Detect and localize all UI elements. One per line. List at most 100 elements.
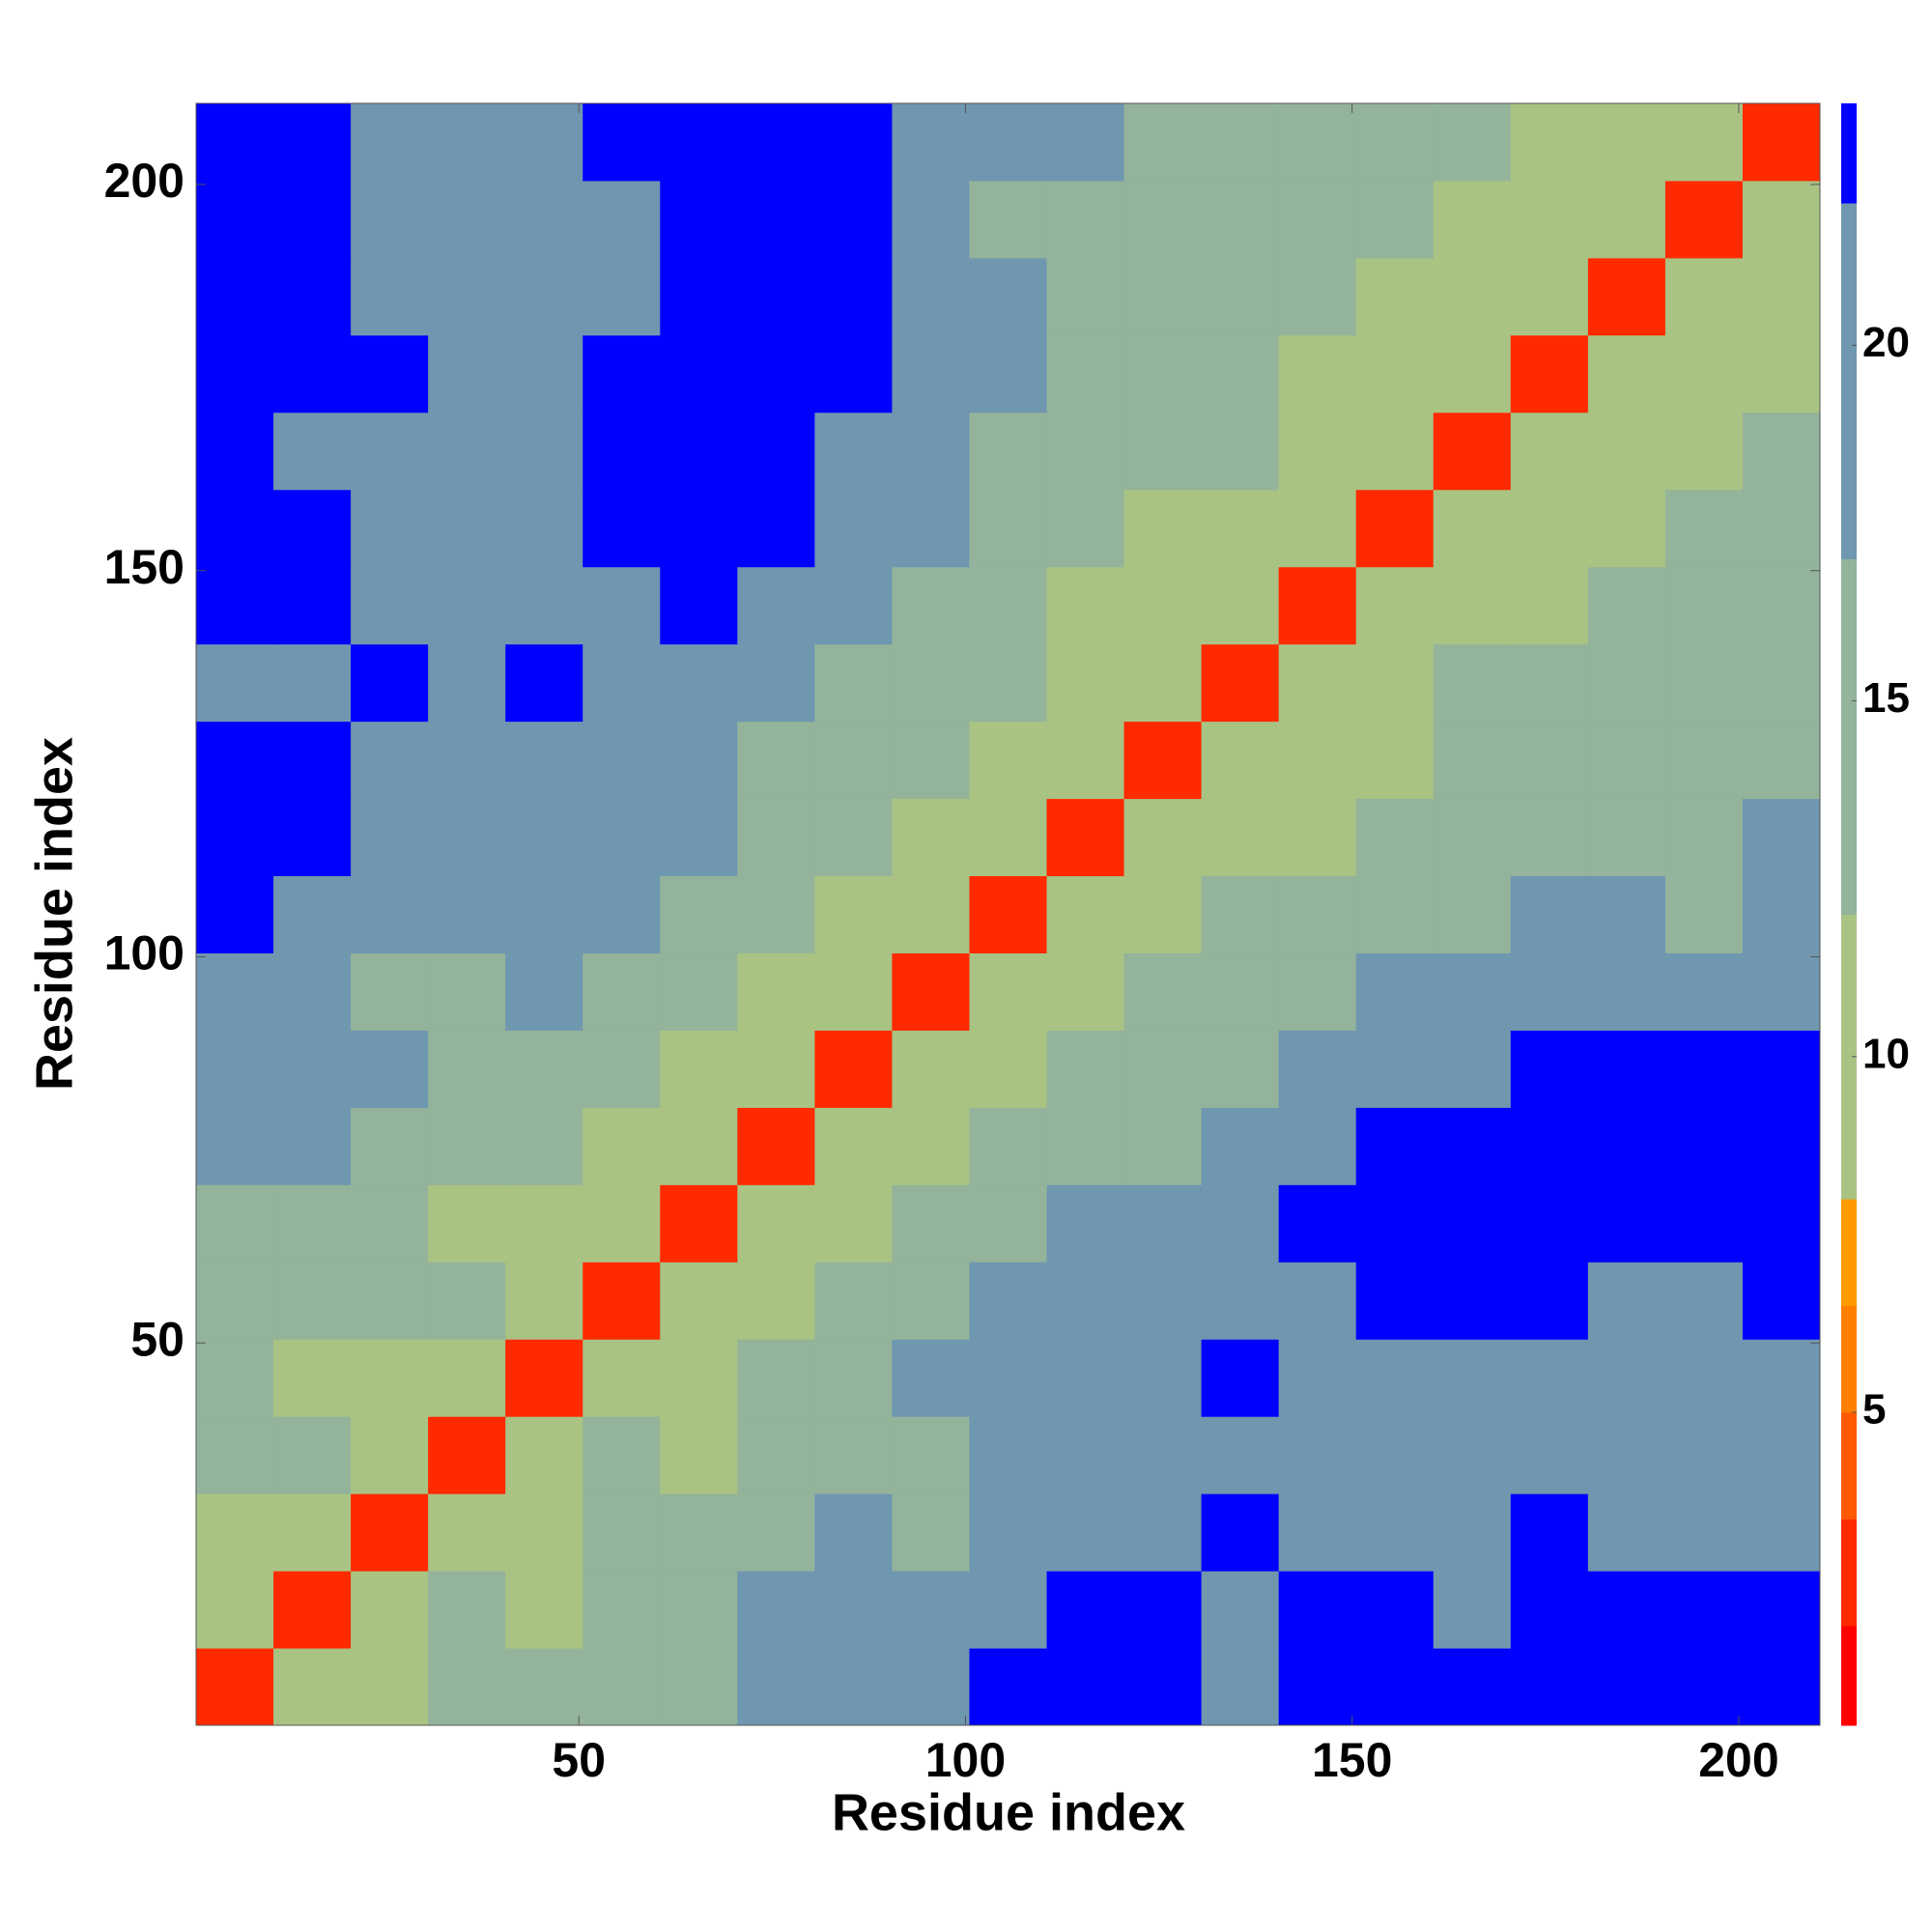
heat-cell: [505, 1648, 583, 1726]
heat-cell: [1123, 334, 1203, 413]
heat-cell: [660, 103, 738, 182]
heat-cell: [196, 1030, 274, 1108]
y-tick-label: 150: [104, 540, 185, 594]
heat-cell: [582, 489, 661, 568]
heat-cell: [582, 1030, 661, 1108]
heat-cell: [351, 1107, 429, 1185]
heat-cell: [428, 1107, 506, 1185]
heat-cell: [1123, 1184, 1203, 1263]
heat-cell: [1355, 1416, 1435, 1494]
heat-cell: [969, 1416, 1048, 1494]
heat-cell: [1046, 952, 1125, 1031]
heat-cell: [814, 489, 893, 568]
heat-cell: [1278, 1262, 1357, 1340]
heat-cell: [1742, 798, 1821, 877]
heat-cell: [969, 1339, 1048, 1417]
heat-cell: [1355, 180, 1435, 259]
heat-cell: [660, 952, 738, 1031]
heat-cell: [969, 1107, 1048, 1185]
heat-cell: [1123, 1648, 1203, 1726]
heat-cell: [1278, 1030, 1357, 1108]
heat-cell: [1587, 1030, 1666, 1108]
heat-cell: [1587, 180, 1666, 259]
heat-cell: [1355, 643, 1435, 723]
heat-cell: [273, 489, 352, 568]
heat-cell: [351, 1339, 429, 1417]
y-axis-title: Residue index: [25, 737, 83, 1091]
heat-cell: [1278, 1339, 1357, 1417]
colorbar-segment: [1841, 1199, 1857, 1307]
heat-cell: [1201, 489, 1280, 568]
heat-cell: [1201, 1416, 1280, 1494]
heat-cell: [814, 566, 893, 645]
heat-cell: [1510, 489, 1589, 568]
heat-cell: [1742, 566, 1821, 645]
heat-cell: [1433, 1107, 1512, 1185]
heat-cell: [1433, 566, 1512, 645]
heat-cell: [892, 1339, 970, 1417]
heat-cell: [196, 489, 274, 568]
heat-cell: [737, 1339, 815, 1417]
heat-cell: [737, 1262, 815, 1340]
colorbar-tick-label: 20: [1862, 319, 1910, 366]
heat-cell: [1123, 412, 1203, 491]
heat-cell: [505, 721, 583, 800]
heat-cell: [1046, 1648, 1125, 1726]
heat-cell: [1587, 489, 1666, 568]
heat-cell: [505, 1416, 583, 1494]
heat-cell: [1587, 103, 1666, 182]
heat-cell: [1201, 1571, 1280, 1649]
heat-cell: [737, 1184, 815, 1263]
heat-cell: [505, 1262, 583, 1340]
heat-cell: [1355, 952, 1435, 1031]
heat-cell: [428, 952, 506, 1031]
heat-cell: [1433, 180, 1512, 259]
heat-cell: [1587, 566, 1666, 645]
heat-cell: [1355, 489, 1435, 568]
heat-cell: [737, 566, 815, 645]
heat-cell: [1046, 1416, 1125, 1494]
heat-cell: [892, 1030, 970, 1108]
heat-cell: [428, 643, 506, 723]
heat-cell: [1664, 1339, 1744, 1417]
heat-cell: [428, 334, 506, 413]
heat-cell: [892, 566, 970, 645]
heat-cell: [196, 566, 274, 645]
heat-cell: [1201, 180, 1280, 259]
heat-cell: [1742, 1107, 1821, 1185]
heat-cell: [428, 412, 506, 491]
heat-cell: [1278, 875, 1357, 953]
heat-cell: [1664, 1030, 1744, 1108]
heat-cell: [196, 334, 274, 413]
heat-cell: [1664, 1262, 1744, 1340]
heat-cell: [1433, 1571, 1512, 1649]
heat-cell: [1278, 334, 1357, 413]
heat-cell: [892, 643, 970, 723]
heat-cell: [196, 1339, 274, 1417]
x-tick-label: 100: [925, 1733, 1006, 1787]
heat-cell: [1664, 334, 1744, 413]
heat-cell: [505, 1339, 583, 1417]
heat-cell: [1742, 489, 1821, 568]
heat-cell: [814, 1030, 893, 1108]
heat-cell: [428, 875, 506, 953]
heat-cell: [582, 1339, 661, 1417]
heat-cell: [351, 257, 429, 336]
heat-cell: [660, 798, 738, 877]
y-tick-label: 200: [104, 154, 185, 208]
heat-cell: [273, 103, 352, 182]
heat-cell: [1278, 1648, 1357, 1726]
heat-cell: [351, 412, 429, 491]
heat-cell: [737, 798, 815, 877]
heat-cell: [196, 1416, 274, 1494]
heat-cell: [814, 180, 893, 259]
heat-cell: [1742, 952, 1821, 1031]
heat-cell: [660, 1648, 738, 1726]
heat-cell: [1510, 798, 1589, 877]
heat-cell: [505, 1184, 583, 1263]
heat-cell: [428, 1339, 506, 1417]
heat-cell: [969, 721, 1048, 800]
heat-cell: [273, 1339, 352, 1417]
heat-cell: [737, 334, 815, 413]
heat-cell: [505, 566, 583, 645]
